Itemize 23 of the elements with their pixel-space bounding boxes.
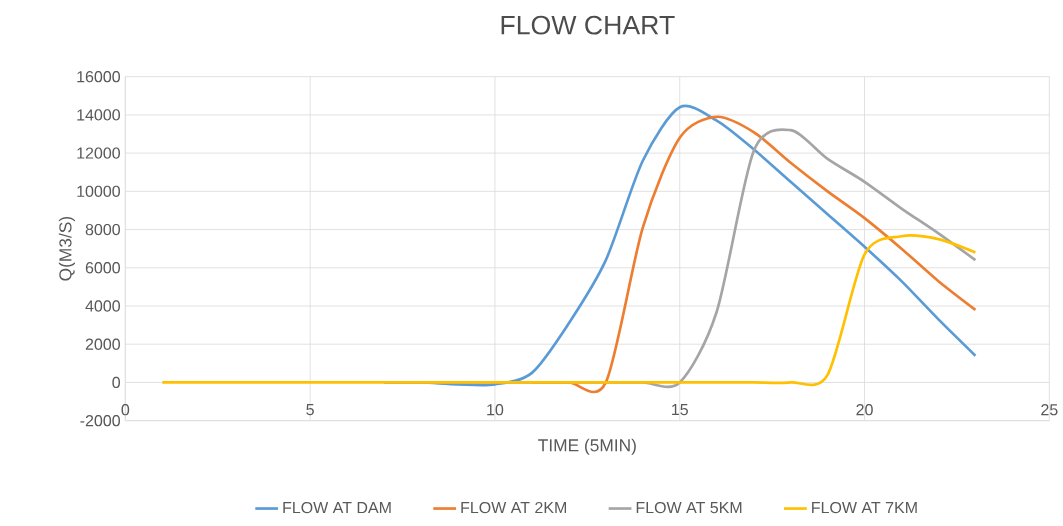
legend-label: FLOW AT 2KM (461, 501, 566, 514)
x-tick-label: 10 (487, 404, 504, 416)
legend-label: FLOW AT DAM (283, 501, 391, 514)
y-tick-label: 16000 (77, 71, 120, 83)
x-axis-title: TIME (5MIN) (538, 438, 636, 455)
y-tick-label: -2000 (80, 415, 120, 427)
y-tick-label: 12000 (77, 147, 120, 159)
legend-label: FLOW AT 7KM (812, 501, 917, 514)
y-tick-label: 2000 (85, 338, 120, 350)
y-tick-label: 14000 (77, 109, 120, 121)
x-tick-label: 0 (121, 404, 130, 416)
legend-label: FLOW AT 5KM (636, 501, 742, 514)
x-tick-label: 20 (856, 404, 873, 416)
y-tick-label: 0 (112, 376, 121, 389)
y-tick-label: 4000 (85, 300, 120, 312)
chart-title: FLOW CHART (501, 15, 675, 35)
y-tick-label: 8000 (85, 223, 120, 236)
x-tick-label: 25 (1041, 404, 1058, 416)
y-tick-label: 6000 (85, 262, 120, 274)
y-tick-label: 10000 (77, 185, 120, 197)
x-tick-label: 5 (306, 404, 314, 416)
x-tick-label: 15 (672, 404, 688, 416)
y-axis-title: Q(M3/S) (58, 216, 75, 281)
